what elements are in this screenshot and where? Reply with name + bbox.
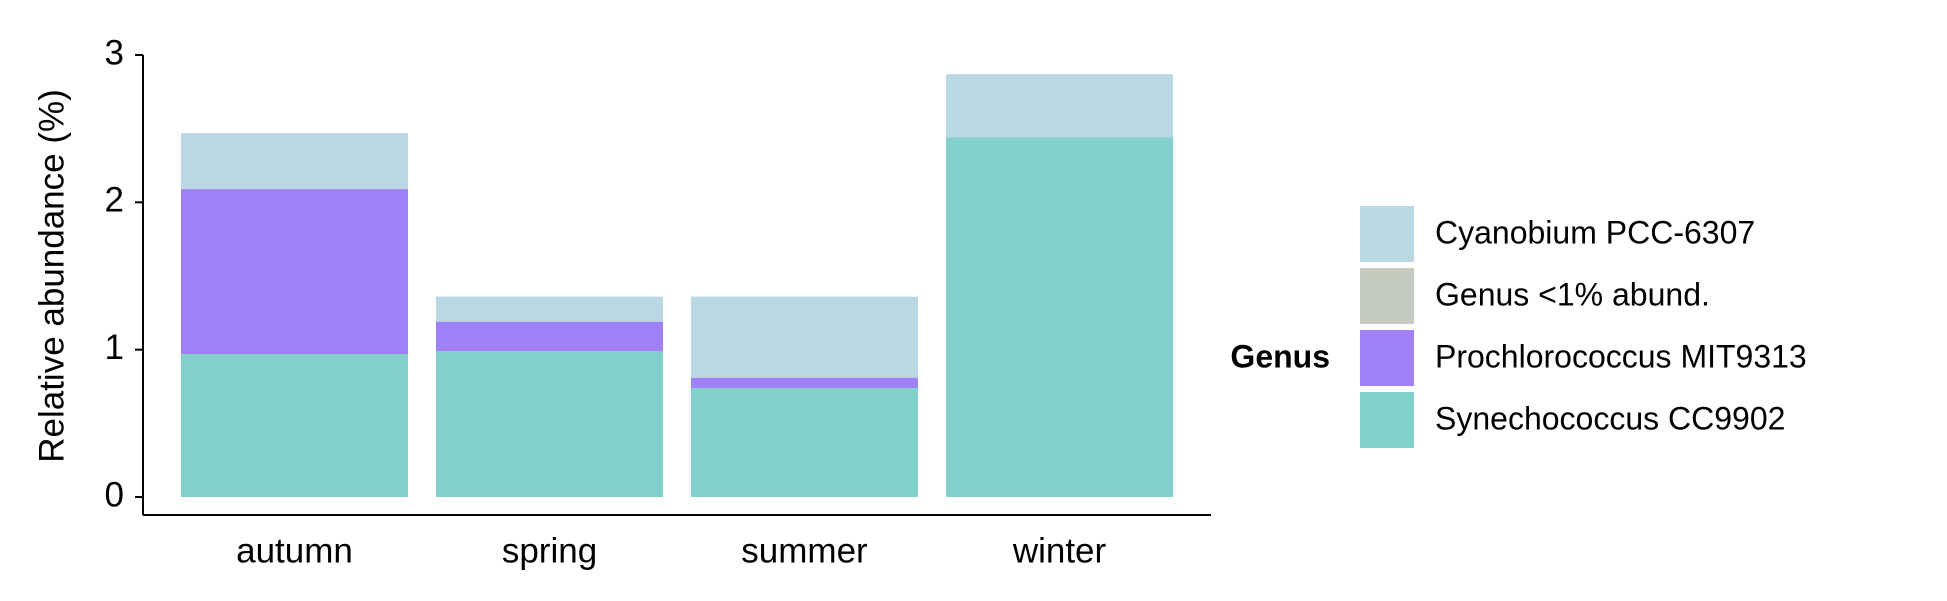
y-tick-label: 2: [105, 181, 124, 220]
bar-segment: [946, 137, 1173, 498]
bar-segment: [436, 296, 663, 322]
legend-label: Prochlorococcus MIT9313: [1435, 338, 1807, 374]
x-tick-label: summer: [741, 531, 868, 570]
legend-swatch: [1360, 392, 1414, 448]
x-tick-label: winter: [1012, 531, 1107, 570]
bar-segment: [181, 354, 408, 497]
bar-segment: [946, 74, 1173, 138]
legend-swatch: [1360, 206, 1414, 262]
y-tick-label: 0: [105, 475, 124, 514]
bar-segment: [181, 133, 408, 190]
y-tick-label: 1: [105, 328, 124, 367]
x-tick-label: autumn: [236, 531, 353, 570]
x-tick-label: spring: [502, 531, 597, 570]
legend-title: Genus: [1230, 338, 1330, 374]
bar-segment: [691, 377, 918, 388]
bar-segment: [436, 351, 663, 497]
bar-segment: [436, 321, 663, 352]
legend-label: Synechococcus CC9902: [1435, 400, 1785, 436]
bar-segment: [181, 189, 408, 355]
legend-swatch: [1360, 268, 1414, 324]
legend-label: Genus <1% abund.: [1435, 276, 1710, 312]
y-axis-label: Relative abundance (%): [32, 89, 71, 463]
bar-segment: [691, 296, 918, 378]
y-tick-label: 3: [105, 33, 124, 72]
legend-label: Cyanobium PCC-6307: [1435, 214, 1755, 250]
bar-segment: [691, 387, 918, 497]
legend-swatch: [1360, 330, 1414, 386]
